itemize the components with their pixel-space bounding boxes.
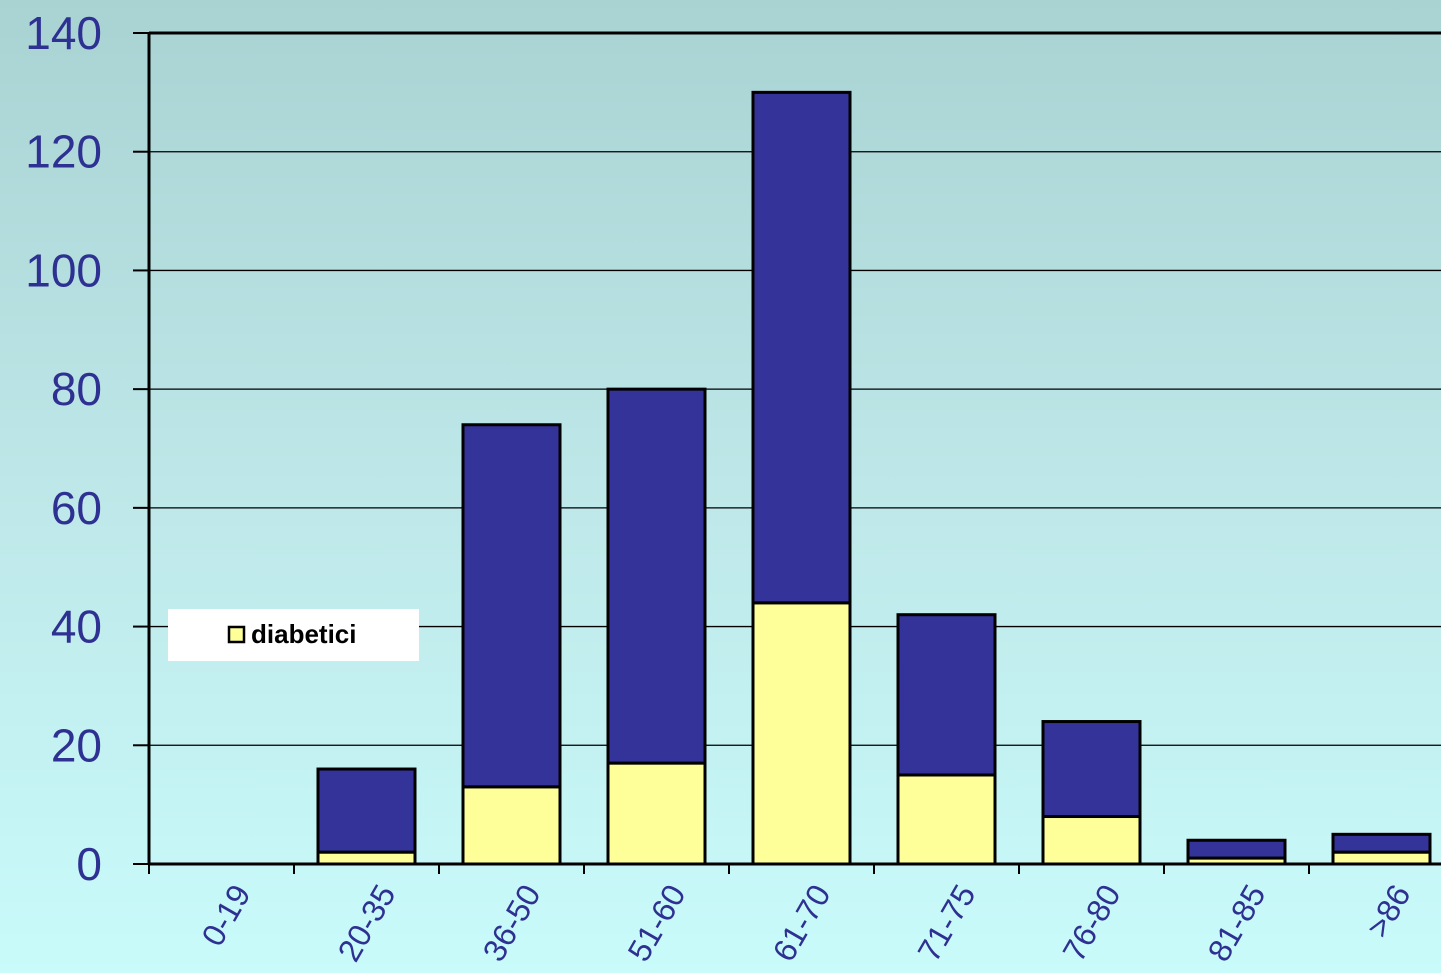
y-axis-ticks: 0 20 40 60 80 100 120 140 <box>25 7 149 890</box>
y-tick-label: 60 <box>51 482 102 534</box>
x-tick-label: 0-19 <box>194 879 257 952</box>
x-tick-label: 51-60 <box>620 879 692 968</box>
bar-diabetici-61-70 <box>751 601 852 866</box>
x-tick-label: 36-50 <box>475 879 547 968</box>
y-tick-label: 120 <box>25 126 102 178</box>
bar-diabetici-36-50 <box>461 785 562 866</box>
bar-other-51-60 <box>606 387 707 765</box>
bar-other->86 <box>1331 832 1432 854</box>
bars <box>316 90 1432 866</box>
legend-label-diabetici: diabetici <box>251 619 356 649</box>
bar-diabetici-51-60 <box>606 761 707 866</box>
x-tick-label: 81-85 <box>1200 879 1272 968</box>
x-tick-label: 61-70 <box>765 879 837 968</box>
legend-box <box>168 609 419 661</box>
y-tick-label: 140 <box>25 7 102 59</box>
y-tick-label: 40 <box>51 601 102 653</box>
y-tick-label: 100 <box>25 244 102 296</box>
legend-swatch-diabetici <box>227 625 246 644</box>
bar-diabetici->86 <box>1331 850 1432 866</box>
bar-diabetici-71-75 <box>896 773 997 866</box>
x-axis-ticks: 0-19 20-35 36-50 51-60 61-70 71-75 76-80 81-85 >… <box>148 864 1418 968</box>
bar-other-36-50 <box>461 423 562 789</box>
bar-other-20-35 <box>316 767 417 854</box>
bar-other-71-75 <box>896 613 997 777</box>
y-tick-label: 20 <box>51 719 102 771</box>
bar-other-81-85 <box>1186 838 1287 860</box>
x-tick-label: 76-80 <box>1055 879 1127 968</box>
bar-diabetici-76-80 <box>1041 815 1142 866</box>
y-tick-label: 0 <box>76 838 102 890</box>
axes <box>147 31 1441 866</box>
bar-other-76-80 <box>1041 720 1142 819</box>
bar-other-61-70 <box>751 90 852 605</box>
x-tick-label: 20-35 <box>330 879 402 968</box>
bar-diabetici-20-35 <box>316 850 417 866</box>
legend: diabetici <box>168 609 419 661</box>
x-tick-label: 71-75 <box>910 879 982 968</box>
x-tick-label: >86 <box>1359 879 1417 944</box>
y-tick-label: 80 <box>51 363 102 415</box>
